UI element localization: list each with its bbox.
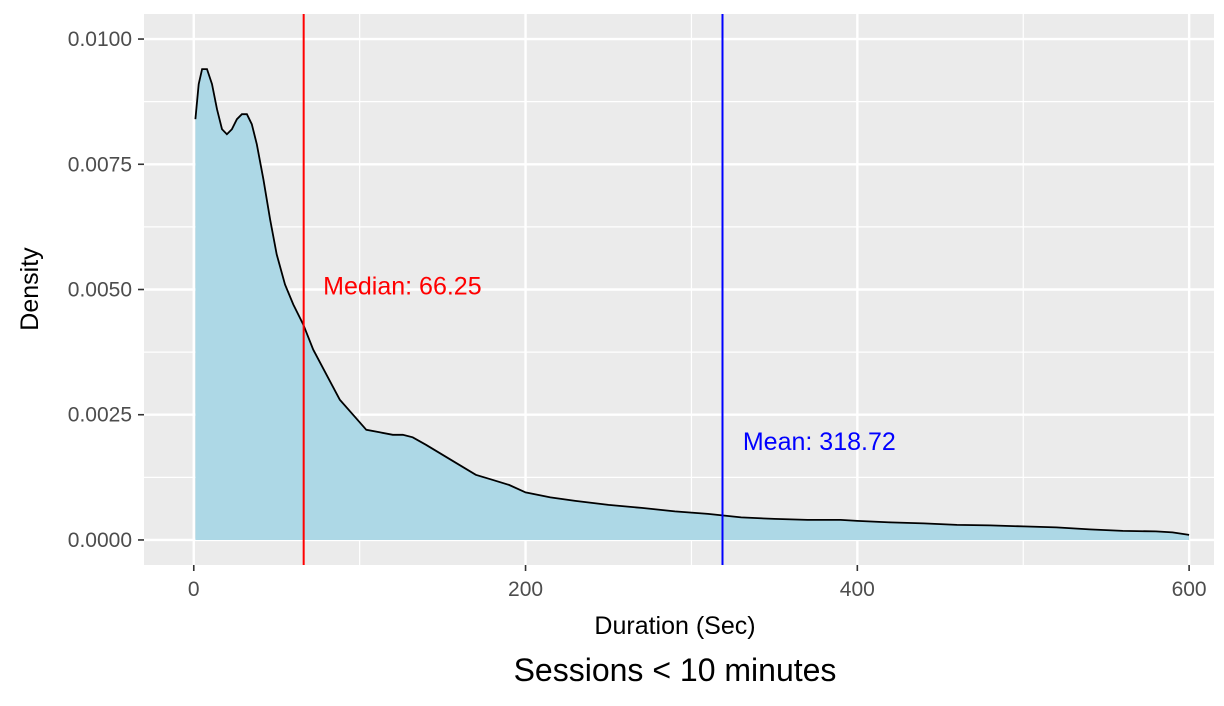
y-tick-label: 0.0025: [68, 404, 132, 427]
density-area: [195, 69, 1190, 540]
x-tick-label: 600: [1172, 578, 1207, 601]
chart-caption: Sessions < 10 minutes: [514, 652, 837, 688]
median-annotation: Median: 66.25: [323, 273, 481, 301]
y-axis-title: Density: [16, 247, 44, 331]
reference-lines: Median: 66.25 Mean: 318.72: [302, 14, 896, 565]
y-tick-label: 0.0100: [68, 28, 132, 51]
y-tick-label: 0.0000: [68, 529, 132, 552]
density-line: [194, 68, 1190, 536]
x-tick-label: 0: [188, 578, 200, 601]
axis-ticks: 0 200 400 600 0.0000 0.0025 0.0050 0.0075 0.0100: [68, 28, 1207, 601]
x-axis-title: Duration (Sec): [594, 612, 755, 640]
x-tick-label: 200: [508, 578, 543, 601]
x-tick-label: 400: [840, 578, 875, 601]
mean-annotation: Mean: 318.72: [743, 428, 896, 456]
y-tick-label: 0.0050: [68, 279, 132, 302]
density-layer: [194, 68, 1190, 540]
major-gridlines: [144, 14, 1214, 565]
y-tick-label: 0.0075: [68, 153, 132, 176]
